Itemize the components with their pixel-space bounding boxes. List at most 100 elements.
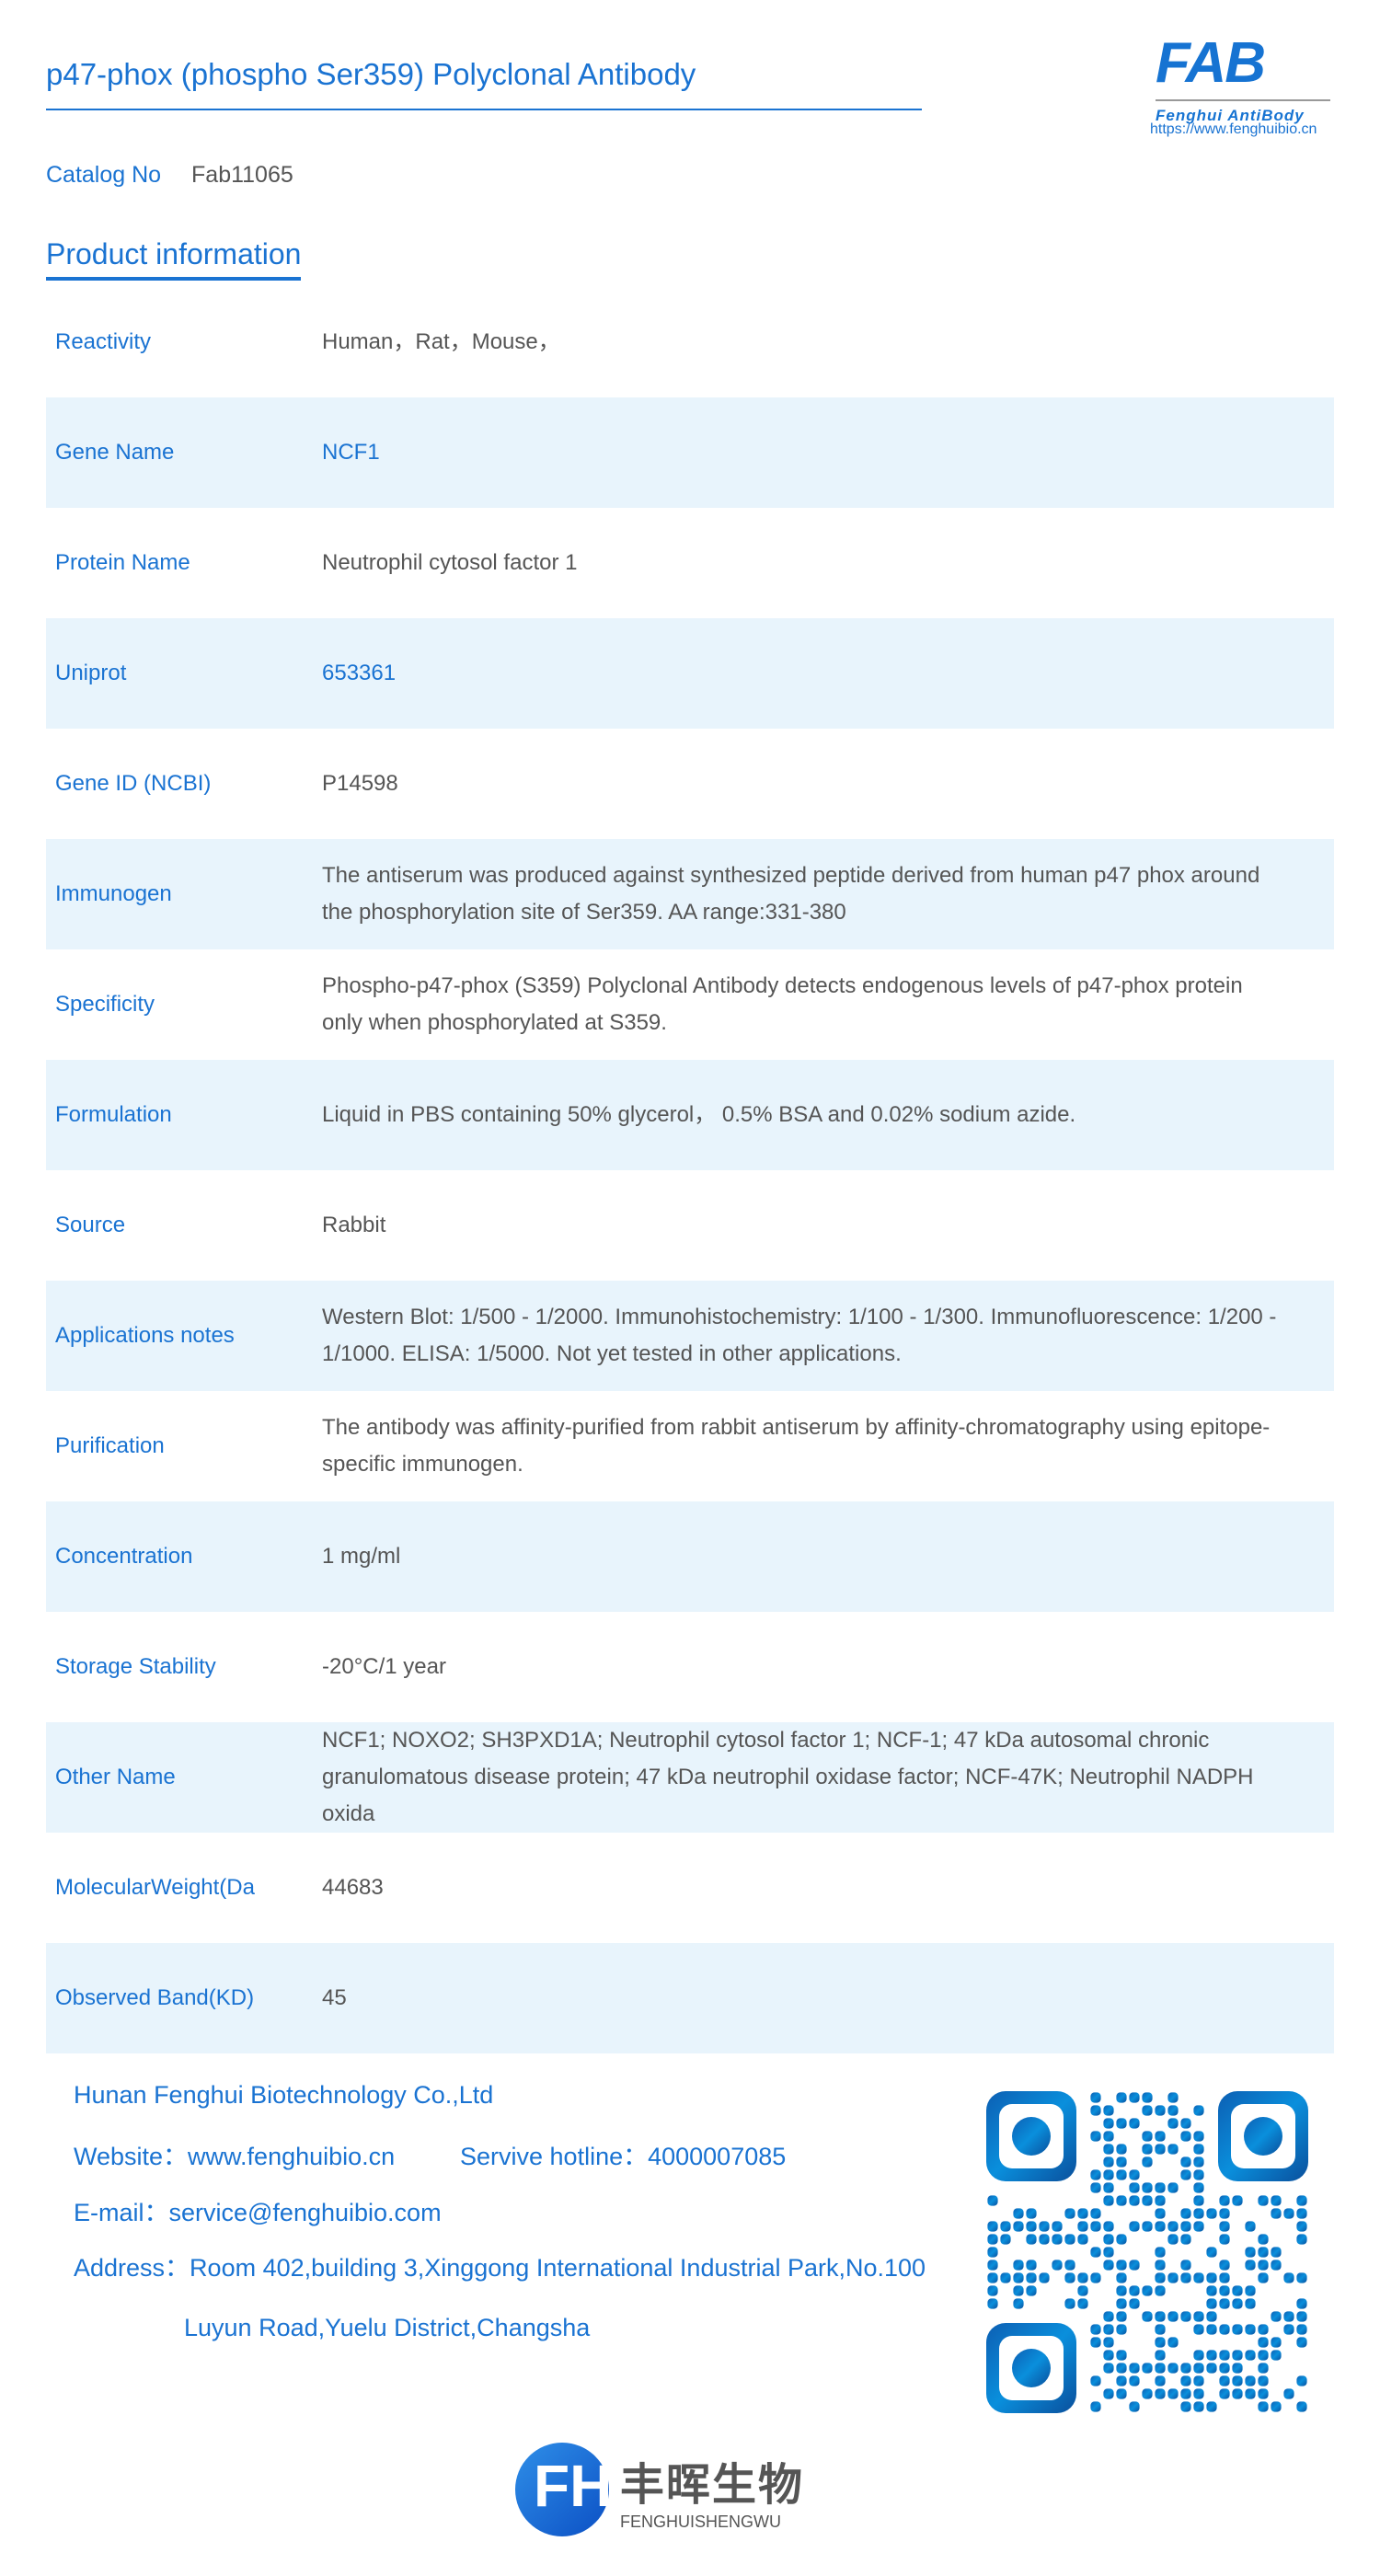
qr-module bbox=[1180, 2118, 1191, 2129]
qr-module bbox=[1142, 2092, 1153, 2103]
qr-module bbox=[1077, 2285, 1088, 2296]
catalog-label: Catalog No bbox=[46, 162, 162, 188]
qr-module bbox=[1103, 2105, 1114, 2116]
table-row: Observed Band(KD) 45 bbox=[46, 1943, 1334, 2053]
qr-module bbox=[1245, 2324, 1256, 2335]
qr-module bbox=[1271, 2337, 1282, 2348]
qr-module bbox=[1026, 2260, 1037, 2271]
qr-module bbox=[1180, 2169, 1191, 2180]
qr-module bbox=[1077, 2298, 1088, 2309]
fenghui-logo: FH 丰晖生物 FENGHUISHENGWU bbox=[515, 2443, 804, 2536]
qr-module bbox=[1090, 2105, 1101, 2116]
website[interactable]: Website：www.fenghuibio.cn bbox=[74, 2143, 396, 2170]
qr-module bbox=[1142, 2311, 1153, 2322]
qr-module bbox=[1129, 2118, 1140, 2129]
qr-module bbox=[1296, 2195, 1307, 2206]
qr-module bbox=[1244, 2117, 1282, 2156]
qr-module bbox=[1116, 2144, 1127, 2155]
row-value: Phospho-p47-phox (S359) Polyclonal Antib… bbox=[322, 973, 1243, 1035]
qr-module bbox=[1129, 2260, 1140, 2271]
qr-module bbox=[1129, 2092, 1140, 2103]
qr-module bbox=[1116, 2195, 1127, 2206]
qr-module bbox=[1129, 2363, 1140, 2374]
qr-module bbox=[1180, 2375, 1191, 2386]
qr-module bbox=[1219, 2324, 1230, 2335]
qr-module bbox=[1013, 2285, 1024, 2296]
logo-divider bbox=[1156, 99, 1330, 101]
qr-module bbox=[1296, 2324, 1307, 2335]
qr-module bbox=[1116, 2298, 1127, 2309]
qr-module bbox=[1103, 2350, 1114, 2361]
row-value[interactable]: NCF1 bbox=[322, 440, 380, 465]
qr-module bbox=[1090, 2375, 1101, 2386]
qr-module bbox=[1206, 2350, 1217, 2361]
qr-module bbox=[1167, 2234, 1179, 2245]
address-line-2: Luyun Road,Yuelu District,Changsha bbox=[184, 2314, 591, 2341]
qr-module bbox=[1271, 2195, 1282, 2206]
logo-subtitle: Fenghui AntiBody bbox=[1156, 107, 1305, 124]
qr-module bbox=[1219, 2363, 1230, 2374]
qr-module bbox=[1103, 2131, 1114, 2142]
qr-module bbox=[1219, 2234, 1230, 2245]
qr-module bbox=[1012, 2117, 1051, 2156]
qr-module bbox=[1103, 2169, 1114, 2180]
qr-module bbox=[1193, 2324, 1204, 2335]
qr-module bbox=[987, 2195, 998, 2206]
qr-module bbox=[1013, 2298, 1024, 2309]
logo-mark: FH bbox=[515, 2443, 612, 2536]
qr-module bbox=[1296, 2221, 1307, 2232]
row-label: Applications notes bbox=[55, 1323, 235, 1348]
qr-module bbox=[1103, 2311, 1114, 2322]
qr-module bbox=[1090, 2272, 1101, 2283]
qr-module bbox=[1116, 2272, 1127, 2283]
qr-module bbox=[1180, 2156, 1191, 2168]
qr-module bbox=[1142, 2182, 1153, 2193]
qr-module bbox=[1142, 2363, 1153, 2374]
fab-logo: FAB Fenghui AntiBody bbox=[1156, 35, 1340, 125]
qr-module bbox=[1026, 2208, 1037, 2219]
qr-module bbox=[1283, 2311, 1294, 2322]
row-label: Formulation bbox=[55, 1102, 172, 1127]
qr-module bbox=[1155, 2375, 1166, 2386]
qr-module bbox=[1296, 2298, 1307, 2309]
qr-module bbox=[1296, 2234, 1307, 2245]
qr-module bbox=[1077, 2208, 1088, 2219]
qr-module bbox=[1167, 2363, 1179, 2374]
table-row: Immunogen The antiserum was produced agai… bbox=[46, 839, 1334, 949]
qr-module bbox=[1039, 2221, 1050, 2232]
row-label: Gene Name bbox=[55, 440, 175, 465]
qr-module bbox=[1193, 2272, 1204, 2283]
row-value: Human，Rat，Mouse， bbox=[322, 329, 560, 354]
qr-module bbox=[1232, 2375, 1243, 2386]
qr-module bbox=[1142, 2131, 1153, 2142]
row-label: MolecularWeight(Da bbox=[55, 1875, 255, 1900]
qr-module bbox=[1180, 2208, 1191, 2219]
qr-module bbox=[1258, 2195, 1269, 2206]
logo-pinyin: FENGHUISHENGWU bbox=[620, 2512, 781, 2531]
row-label: Other Name bbox=[55, 1765, 176, 1789]
qr-module bbox=[1116, 2350, 1127, 2361]
qr-module bbox=[1013, 2208, 1024, 2219]
website-link[interactable]: https://www.fenghuibio.cn bbox=[1150, 121, 1317, 137]
qr-module bbox=[1000, 2221, 1011, 2232]
qr-module bbox=[1155, 2363, 1166, 2374]
qr-module bbox=[1271, 2350, 1282, 2361]
qr-module bbox=[1283, 2272, 1294, 2283]
qr-module bbox=[1271, 2208, 1282, 2219]
row-label: Protein Name bbox=[55, 550, 190, 575]
qr-module bbox=[1193, 2144, 1204, 2155]
qr-module bbox=[1232, 2285, 1243, 2296]
row-value: Liquid in PBS containing 50% glycerol， 0… bbox=[322, 1102, 1076, 1127]
address-line-1: Address：Room 402,building 3,Xinggong Int… bbox=[74, 2254, 926, 2282]
email[interactable]: E-mail：service@fenghuibio.com bbox=[74, 2199, 442, 2226]
qr-module bbox=[1052, 2260, 1063, 2271]
row-label: Source bbox=[55, 1213, 126, 1237]
row-label: Purification bbox=[55, 1433, 165, 1458]
qr-module bbox=[1271, 2260, 1282, 2271]
qr-module bbox=[1219, 2208, 1230, 2219]
qr-module bbox=[1064, 2208, 1075, 2219]
row-value[interactable]: 653361 bbox=[322, 661, 397, 685]
qr-module bbox=[1283, 2324, 1294, 2335]
qr-module bbox=[1258, 2350, 1269, 2361]
qr-module bbox=[1206, 2285, 1217, 2296]
